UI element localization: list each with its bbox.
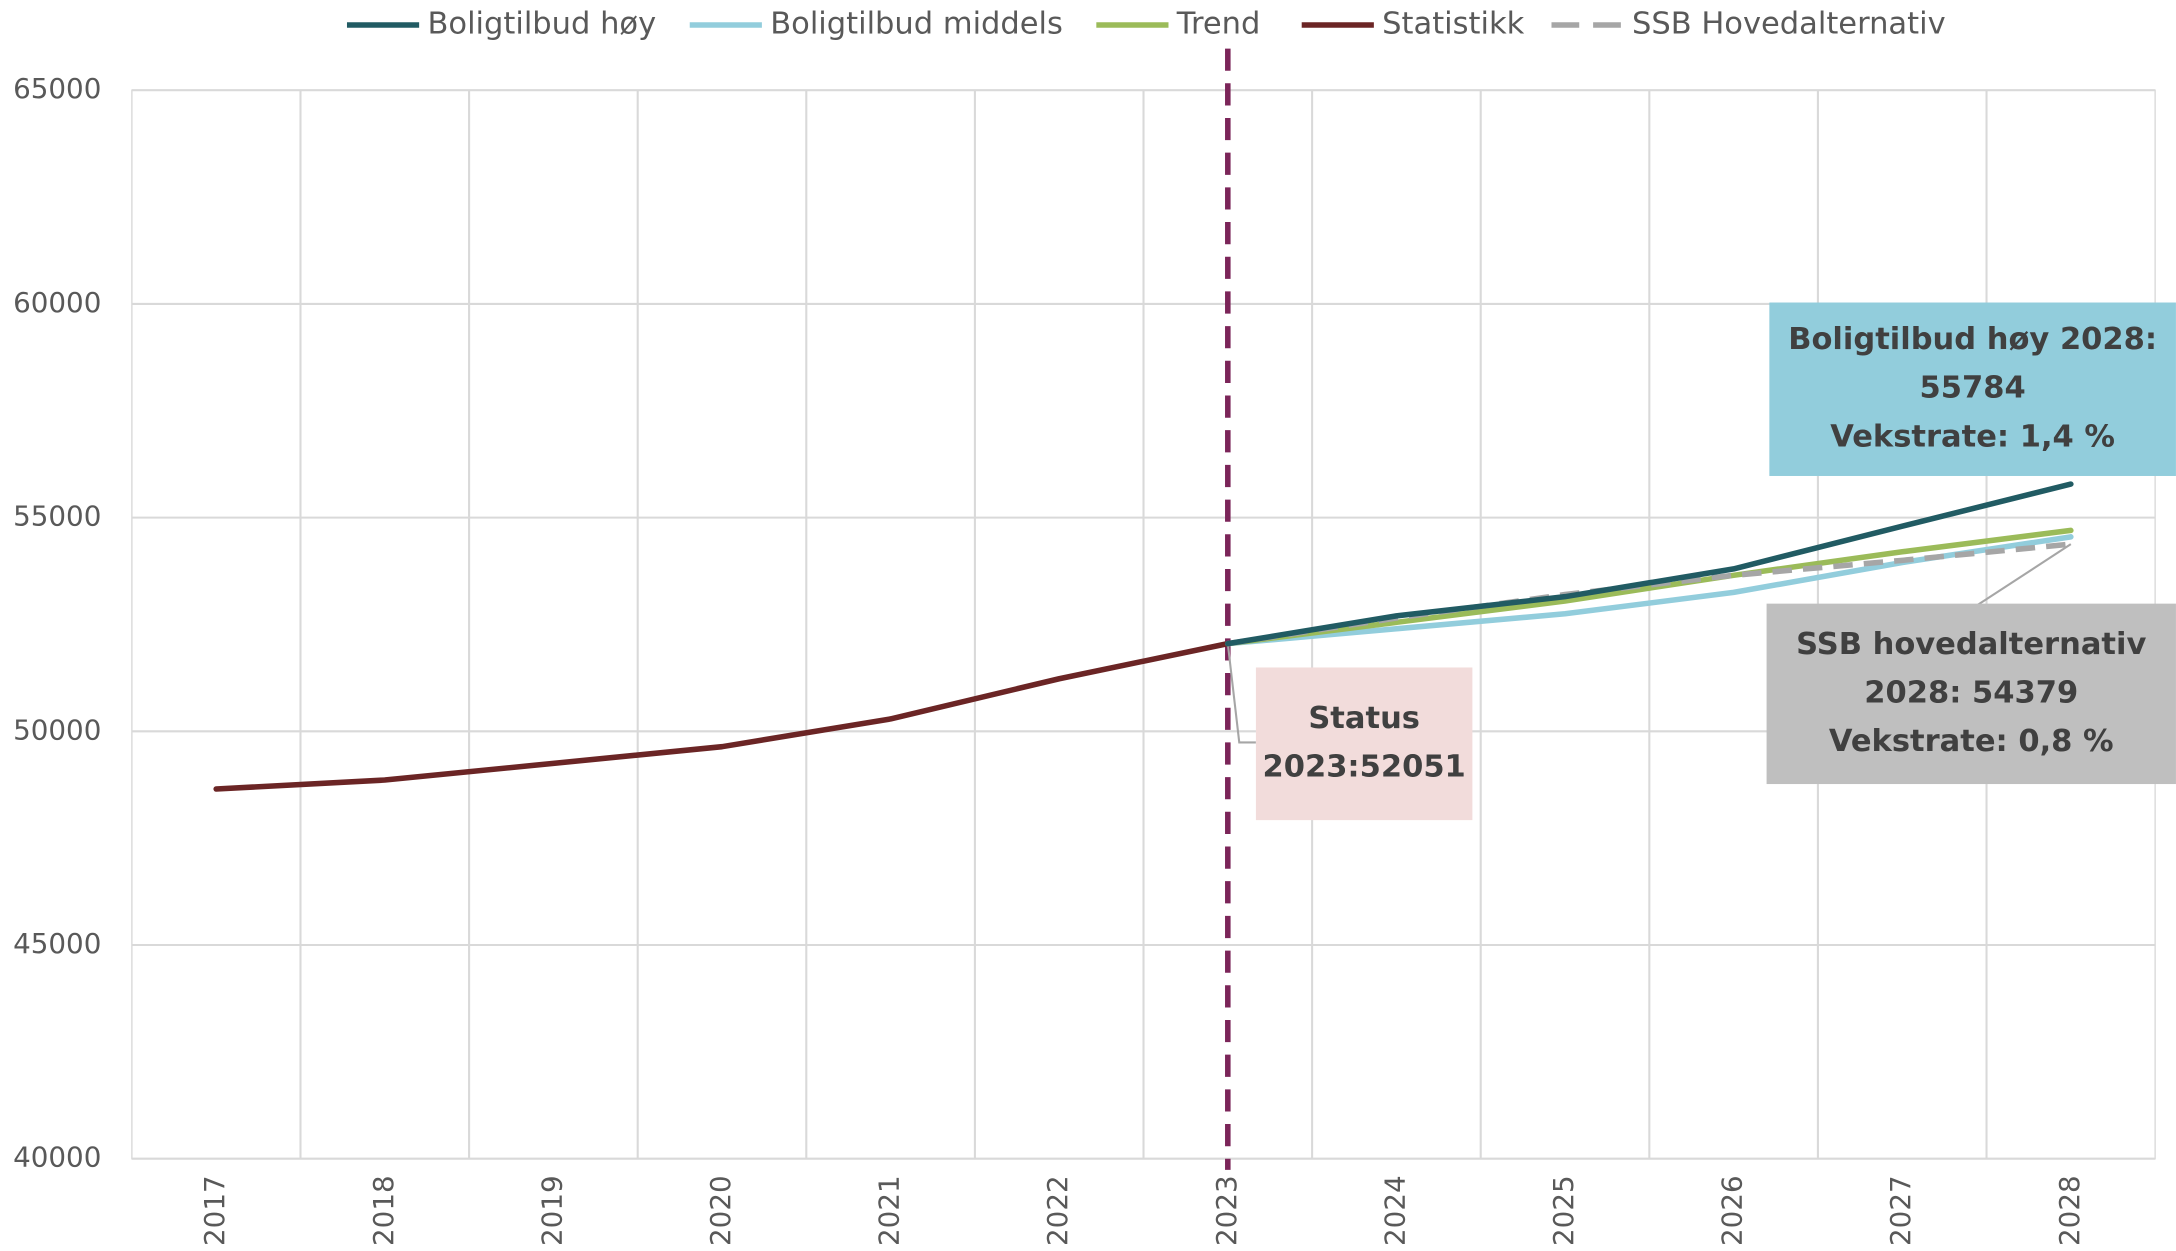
annotation-text: 2028: 54379 <box>1864 675 2078 710</box>
y-tick-label: 55000 <box>13 500 101 533</box>
annotation-text: 55784 <box>1920 371 2026 406</box>
x-tick-label: 2019 <box>535 1175 568 1246</box>
y-tick-label: 65000 <box>13 72 101 105</box>
x-tick-label: 2027 <box>1884 1175 1917 1246</box>
annotation-box <box>1766 603 2176 785</box>
annotation-text: SSB hovedalternativ <box>1796 627 2146 662</box>
x-tick-label: 2018 <box>367 1175 400 1246</box>
legend-label: SSB Hovedalternativ <box>1632 6 1946 41</box>
y-tick-label: 60000 <box>13 286 101 319</box>
legend-label: Statistikk <box>1382 6 1524 41</box>
leader-line <box>1976 543 2072 606</box>
x-tick-label: 2026 <box>1716 1175 1749 1246</box>
y-tick-label: 50000 <box>13 713 101 746</box>
annotation-text: Vekstrate: 0,8 % <box>1829 724 2114 759</box>
annotation-text: Status <box>1308 701 1420 736</box>
legend-label: Boligtilbud middels <box>770 6 1063 41</box>
legend-label: Trend <box>1176 6 1261 41</box>
annotation-box <box>1255 667 1473 821</box>
y-tick-label: 40000 <box>13 1141 101 1174</box>
series-line <box>1227 541 2072 647</box>
x-tick-label: 2028 <box>2053 1175 2086 1246</box>
annotation-text: Vekstrate: 1,4 % <box>1830 419 2115 454</box>
annotation-box <box>1769 302 2176 476</box>
series-line <box>1225 527 2074 647</box>
x-tick-label: 2023 <box>1210 1175 1243 1246</box>
series-line <box>1225 481 2074 647</box>
x-tick-label: 2021 <box>873 1175 906 1246</box>
x-tick-label: 2017 <box>198 1175 231 1246</box>
x-tick-label: 2020 <box>704 1175 737 1246</box>
x-tick-label: 2025 <box>1547 1175 1580 1246</box>
annotation-text: 2023:52051 <box>1262 750 1465 785</box>
leader-line <box>1226 643 1256 744</box>
annotation-text: Boligtilbud høy 2028: <box>1788 322 2157 357</box>
y-tick-label: 45000 <box>13 927 101 960</box>
x-tick-label: 2024 <box>1378 1175 1411 1246</box>
legend-label: Boligtilbud høy <box>427 6 656 41</box>
x-tick-label: 2022 <box>1041 1175 1074 1246</box>
series-line <box>213 640 1231 792</box>
